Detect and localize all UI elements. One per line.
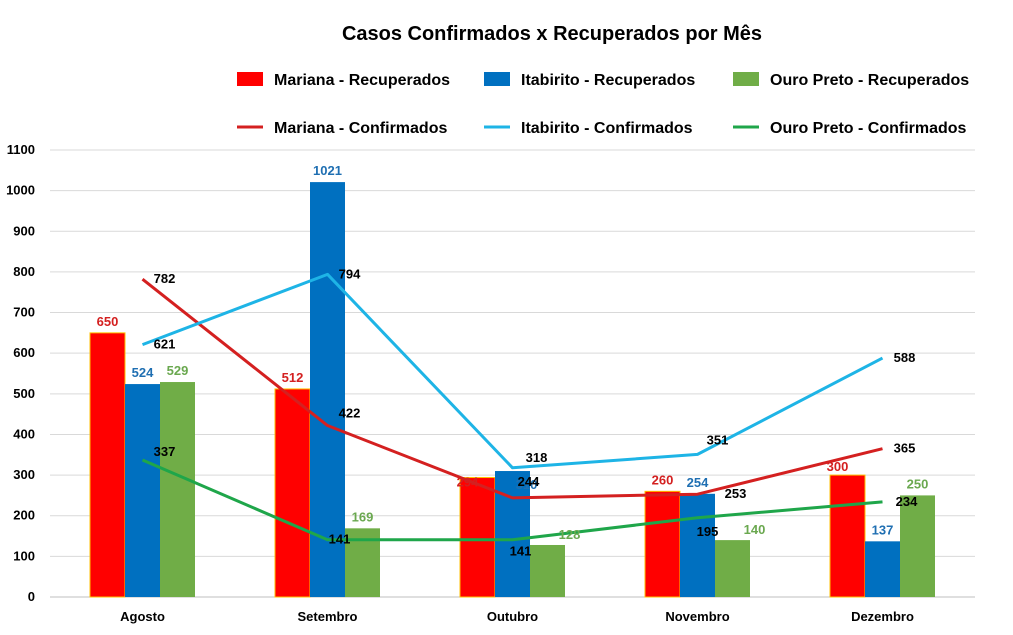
bar-data-label: 294 [457, 475, 479, 490]
x-tick-label: Setembro [298, 609, 358, 624]
legend-swatch [733, 72, 759, 86]
chart-title: Casos Confirmados x Recuperados por Mês [342, 23, 762, 45]
series-line [141, 272, 884, 470]
line-data-label: 621 [154, 337, 176, 352]
line-data-label: 141 [329, 532, 351, 547]
legend-label: Mariana - Confirmados [274, 120, 447, 137]
line-data-label: 141 [510, 544, 532, 559]
y-axis: 0 100 200 300 400 500 600 700 800 900 1000 1100 Agos… [6, 142, 914, 624]
bar [274, 388, 311, 598]
bar [715, 540, 750, 597]
gridlines [50, 149, 975, 598]
bar [680, 493, 715, 597]
x-tick-label: Novembro [665, 609, 729, 624]
legend-label: Itabirito - Confirmados [521, 120, 693, 137]
y-tick-label: 800 [13, 264, 35, 279]
line-data-label: 351 [707, 432, 729, 447]
y-tick-label: 300 [13, 467, 35, 482]
bar [160, 382, 195, 597]
line-data-label: 234 [896, 494, 918, 509]
line-data-label: 244 [518, 474, 540, 489]
bar-data-label: 137 [872, 522, 894, 537]
line-series-group [141, 272, 884, 542]
legend-label: Ouro Preto - Confirmados [770, 120, 967, 137]
line-data-label: 794 [339, 266, 361, 281]
bar-series-group [89, 182, 935, 598]
bar [865, 541, 900, 597]
y-tick-label: 700 [13, 305, 35, 320]
bar-data-label: 128 [559, 527, 581, 542]
bar-data-label: 250 [907, 476, 929, 491]
line-data-label: 337 [154, 444, 176, 459]
bar-data-label: 512 [282, 370, 304, 385]
bar [125, 384, 160, 597]
y-tick-label: 1000 [6, 183, 35, 198]
legend-label: Mariana - Recuperados [274, 72, 450, 89]
series-line [141, 278, 883, 500]
legend-swatch [237, 72, 263, 86]
x-tick-label: Outubro [487, 609, 538, 624]
y-tick-label: 100 [13, 548, 35, 563]
bar-data-label: 140 [744, 522, 766, 537]
bar-data-label: 529 [167, 363, 189, 378]
bar-data-label: 1021 [313, 163, 342, 178]
bar-data-label: 650 [97, 314, 119, 329]
bar-data-label: 169 [352, 509, 374, 524]
legend: Mariana - Recuperados Itabirito - Recuper… [237, 72, 969, 137]
y-tick-label: 200 [13, 508, 35, 523]
bar [644, 490, 681, 598]
bar-data-label: 524 [132, 365, 154, 380]
y-tick-label: 500 [13, 386, 35, 401]
y-tick-label: 400 [13, 426, 35, 441]
y-tick-label: 900 [13, 223, 35, 238]
bar-data-label: 300 [827, 459, 849, 474]
y-tick-label: 0 [28, 589, 35, 604]
series-line [141, 458, 883, 542]
bar [900, 495, 935, 597]
line-data-label: 422 [339, 406, 361, 421]
bar-data-label: 254 [687, 475, 709, 490]
line-data-label: 365 [894, 441, 916, 456]
line-data-label: 253 [725, 486, 747, 501]
legend-swatch [484, 72, 510, 86]
data-labels: 650 512 294 260 300 524 1021 310 254 137 529 169 128… [97, 163, 929, 559]
legend-label: Itabirito - Recuperados [521, 72, 695, 89]
line-data-label: 318 [526, 450, 548, 465]
bar [89, 332, 126, 598]
bar [310, 182, 345, 597]
x-tick-label: Dezembro [851, 609, 914, 624]
line-data-label: 588 [894, 350, 916, 365]
bar-data-label: 310 [516, 477, 538, 492]
y-tick-label: 600 [13, 345, 35, 360]
x-tick-label: Agosto [120, 609, 165, 624]
line-data-label: 782 [154, 271, 176, 286]
legend-label: Ouro Preto - Recuperados [770, 72, 969, 89]
bar [459, 477, 496, 598]
line-data-label: 195 [697, 524, 719, 539]
bar [829, 474, 866, 598]
y-tick-label: 1100 [7, 142, 35, 157]
bar-data-label: 260 [652, 472, 674, 487]
bar [530, 544, 565, 597]
